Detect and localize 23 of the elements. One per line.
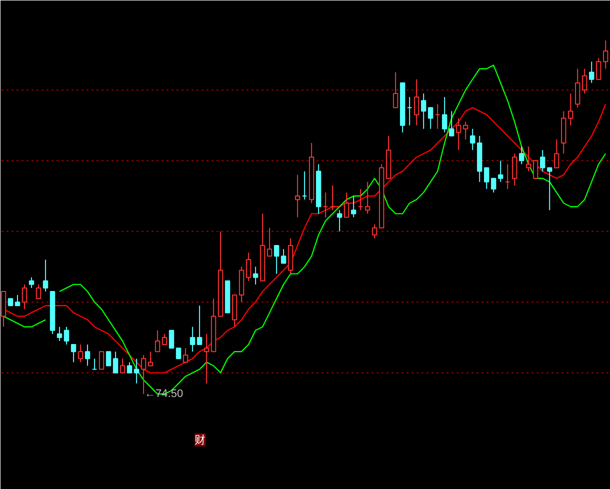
candlestick — [84, 344, 90, 366]
candlestick — [294, 174, 300, 218]
candlestick — [540, 150, 546, 172]
candlestick — [322, 192, 328, 218]
candlestick — [560, 110, 566, 154]
candlestick — [470, 128, 476, 151]
candlestick — [406, 96, 412, 126]
candlestick — [504, 164, 510, 190]
candlestick — [134, 358, 140, 384]
annotation: ←74.50 — [144, 388, 184, 400]
candlestick — [420, 92, 426, 130]
candlestick — [316, 164, 322, 214]
candlestick — [526, 146, 532, 172]
candlestick — [568, 92, 574, 126]
candlestick — [190, 326, 196, 352]
candlestick — [434, 104, 440, 130]
candlestick — [414, 78, 420, 126]
candlestick — [252, 266, 258, 285]
candlestick — [476, 135, 482, 182]
text: 财 — [194, 434, 206, 446]
candlestick — [456, 118, 462, 151]
candlestick — [238, 266, 244, 303]
candlestick — [204, 333, 210, 384]
